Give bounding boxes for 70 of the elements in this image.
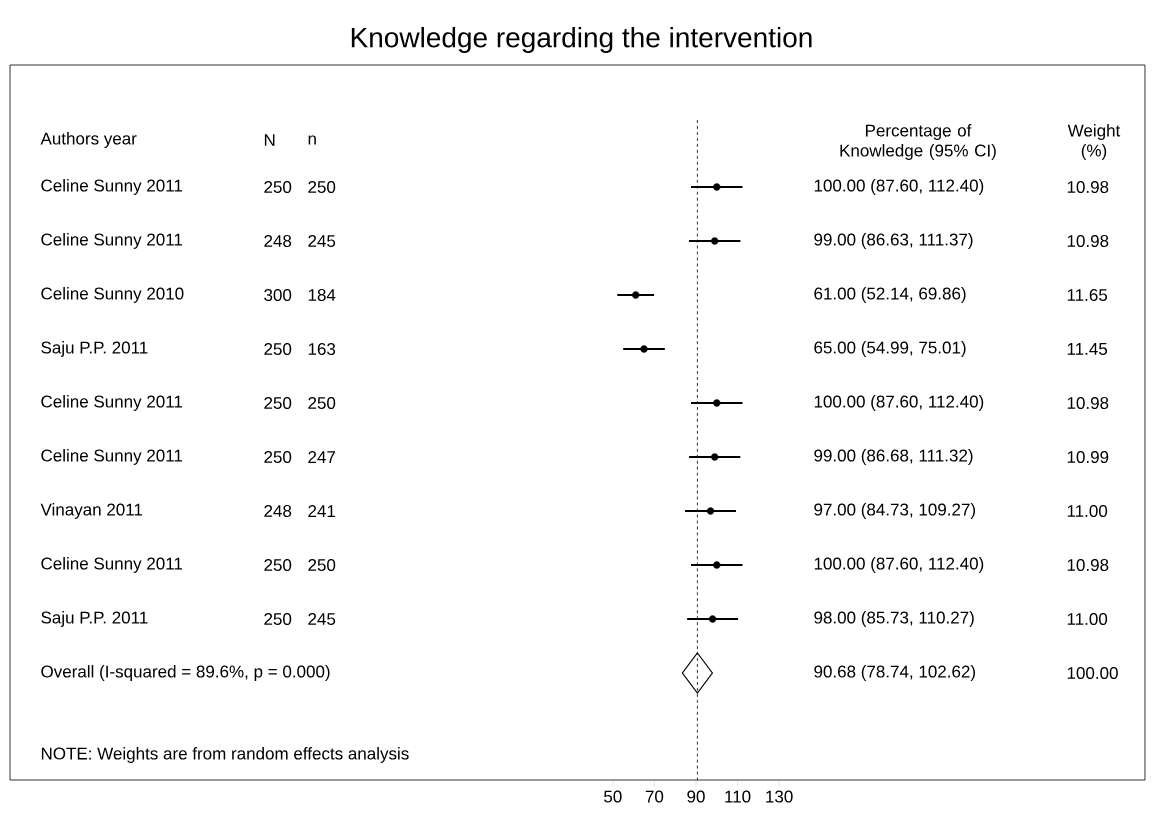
annotation: 11.65	[1067, 288, 1108, 302]
annotation: 250	[264, 612, 292, 626]
annotation: 300	[264, 288, 292, 302]
annotation: 100.00 (87.60, 112.40)	[814, 395, 984, 411]
annotation: 10.98	[1067, 396, 1109, 410]
point	[713, 183, 721, 191]
annotation: 90.68 (78.74, 102.62)	[814, 665, 975, 681]
y-tick-label: Saju P.P. 2011	[41, 611, 148, 627]
annotation: 10.99	[1067, 450, 1109, 464]
y-tick-label: Vinayan 2011	[40, 503, 143, 519]
point	[708, 615, 717, 623]
y-tick-label: Overall (I-squared = 89.6%, p = 0.000)	[41, 665, 330, 681]
annotation: 245	[308, 612, 336, 626]
annotation: 250	[264, 558, 292, 572]
point	[710, 237, 719, 245]
x-tick-label: 90	[687, 790, 705, 803]
annotation: 97.00 (84.73, 109.27)	[814, 503, 975, 519]
annotation: 99.00 (86.63, 111.37)	[814, 233, 973, 249]
annotation: 250	[264, 342, 292, 356]
point	[640, 345, 648, 353]
x-tick-label: 110	[725, 790, 751, 803]
annotation: 11.45	[1067, 343, 1108, 355]
y-tick-label: Celine Sunny 2011	[41, 233, 183, 249]
text: NOTE: Weights are from random effects analysis	[41, 747, 409, 763]
chart-title: Knowledge regarding the intervention	[351, 26, 812, 54]
annotation: 250	[308, 558, 336, 572]
annotation: 245	[308, 234, 336, 248]
annotation: 100.00	[1067, 666, 1118, 680]
annotation: 11.00	[1067, 612, 1108, 626]
x-tick-label: 50	[604, 790, 622, 803]
annotation: 10.98	[1067, 234, 1109, 248]
annotation: 100.00 (87.60, 112.40)	[814, 179, 984, 195]
y-tick-label: Celine Sunny 2011	[41, 179, 183, 195]
annotation: 99.00 (86.68, 111.32)	[814, 449, 973, 465]
annotation: 11.00	[1067, 504, 1108, 518]
annotation: 65.00 (54.99, 75.01)	[814, 341, 966, 357]
annotation: 163	[308, 342, 336, 356]
point	[710, 453, 719, 461]
x-tick-label: 130	[766, 790, 793, 803]
point	[713, 561, 721, 569]
annotation: 250	[264, 450, 292, 464]
annotation: 10.98	[1067, 558, 1109, 572]
y-axis-title: Authors year	[40, 132, 137, 148]
annotation: 100.00 (87.60, 112.40)	[814, 557, 984, 573]
annotation: 98.00 (85.73, 110.27)	[814, 611, 974, 627]
text: Percentage of Knowledge (95% CI)	[840, 124, 996, 160]
text: Weight (%)	[1067, 124, 1121, 160]
annotation: 248	[264, 234, 292, 248]
y-tick-label: Celine Sunny 2010	[41, 287, 184, 303]
annotation: 250	[308, 396, 336, 410]
annotation: 248	[264, 504, 292, 518]
point	[713, 399, 721, 407]
text: n	[308, 135, 316, 145]
annotation: 241	[308, 505, 336, 517]
annotation: 10.98	[1067, 180, 1109, 194]
y-tick-label: Celine Sunny 2011	[41, 557, 183, 573]
annotation: 250	[264, 180, 292, 194]
y-tick-label: Saju P.P. 2011	[41, 341, 148, 357]
y-tick-label: Celine Sunny 2011	[41, 395, 183, 411]
annotation: 247	[308, 451, 336, 463]
point	[681, 652, 713, 694]
x-tick-label: 70	[645, 790, 664, 803]
annotation: 184	[308, 288, 336, 302]
annotation: 250	[308, 180, 336, 194]
annotation: 250	[264, 396, 292, 410]
annotation: 61.00 (52.14, 69.86)	[814, 287, 966, 303]
y-tick-label: Celine Sunny 2011	[41, 449, 183, 465]
point	[632, 291, 640, 299]
text: N	[264, 134, 275, 146]
point	[706, 507, 715, 515]
